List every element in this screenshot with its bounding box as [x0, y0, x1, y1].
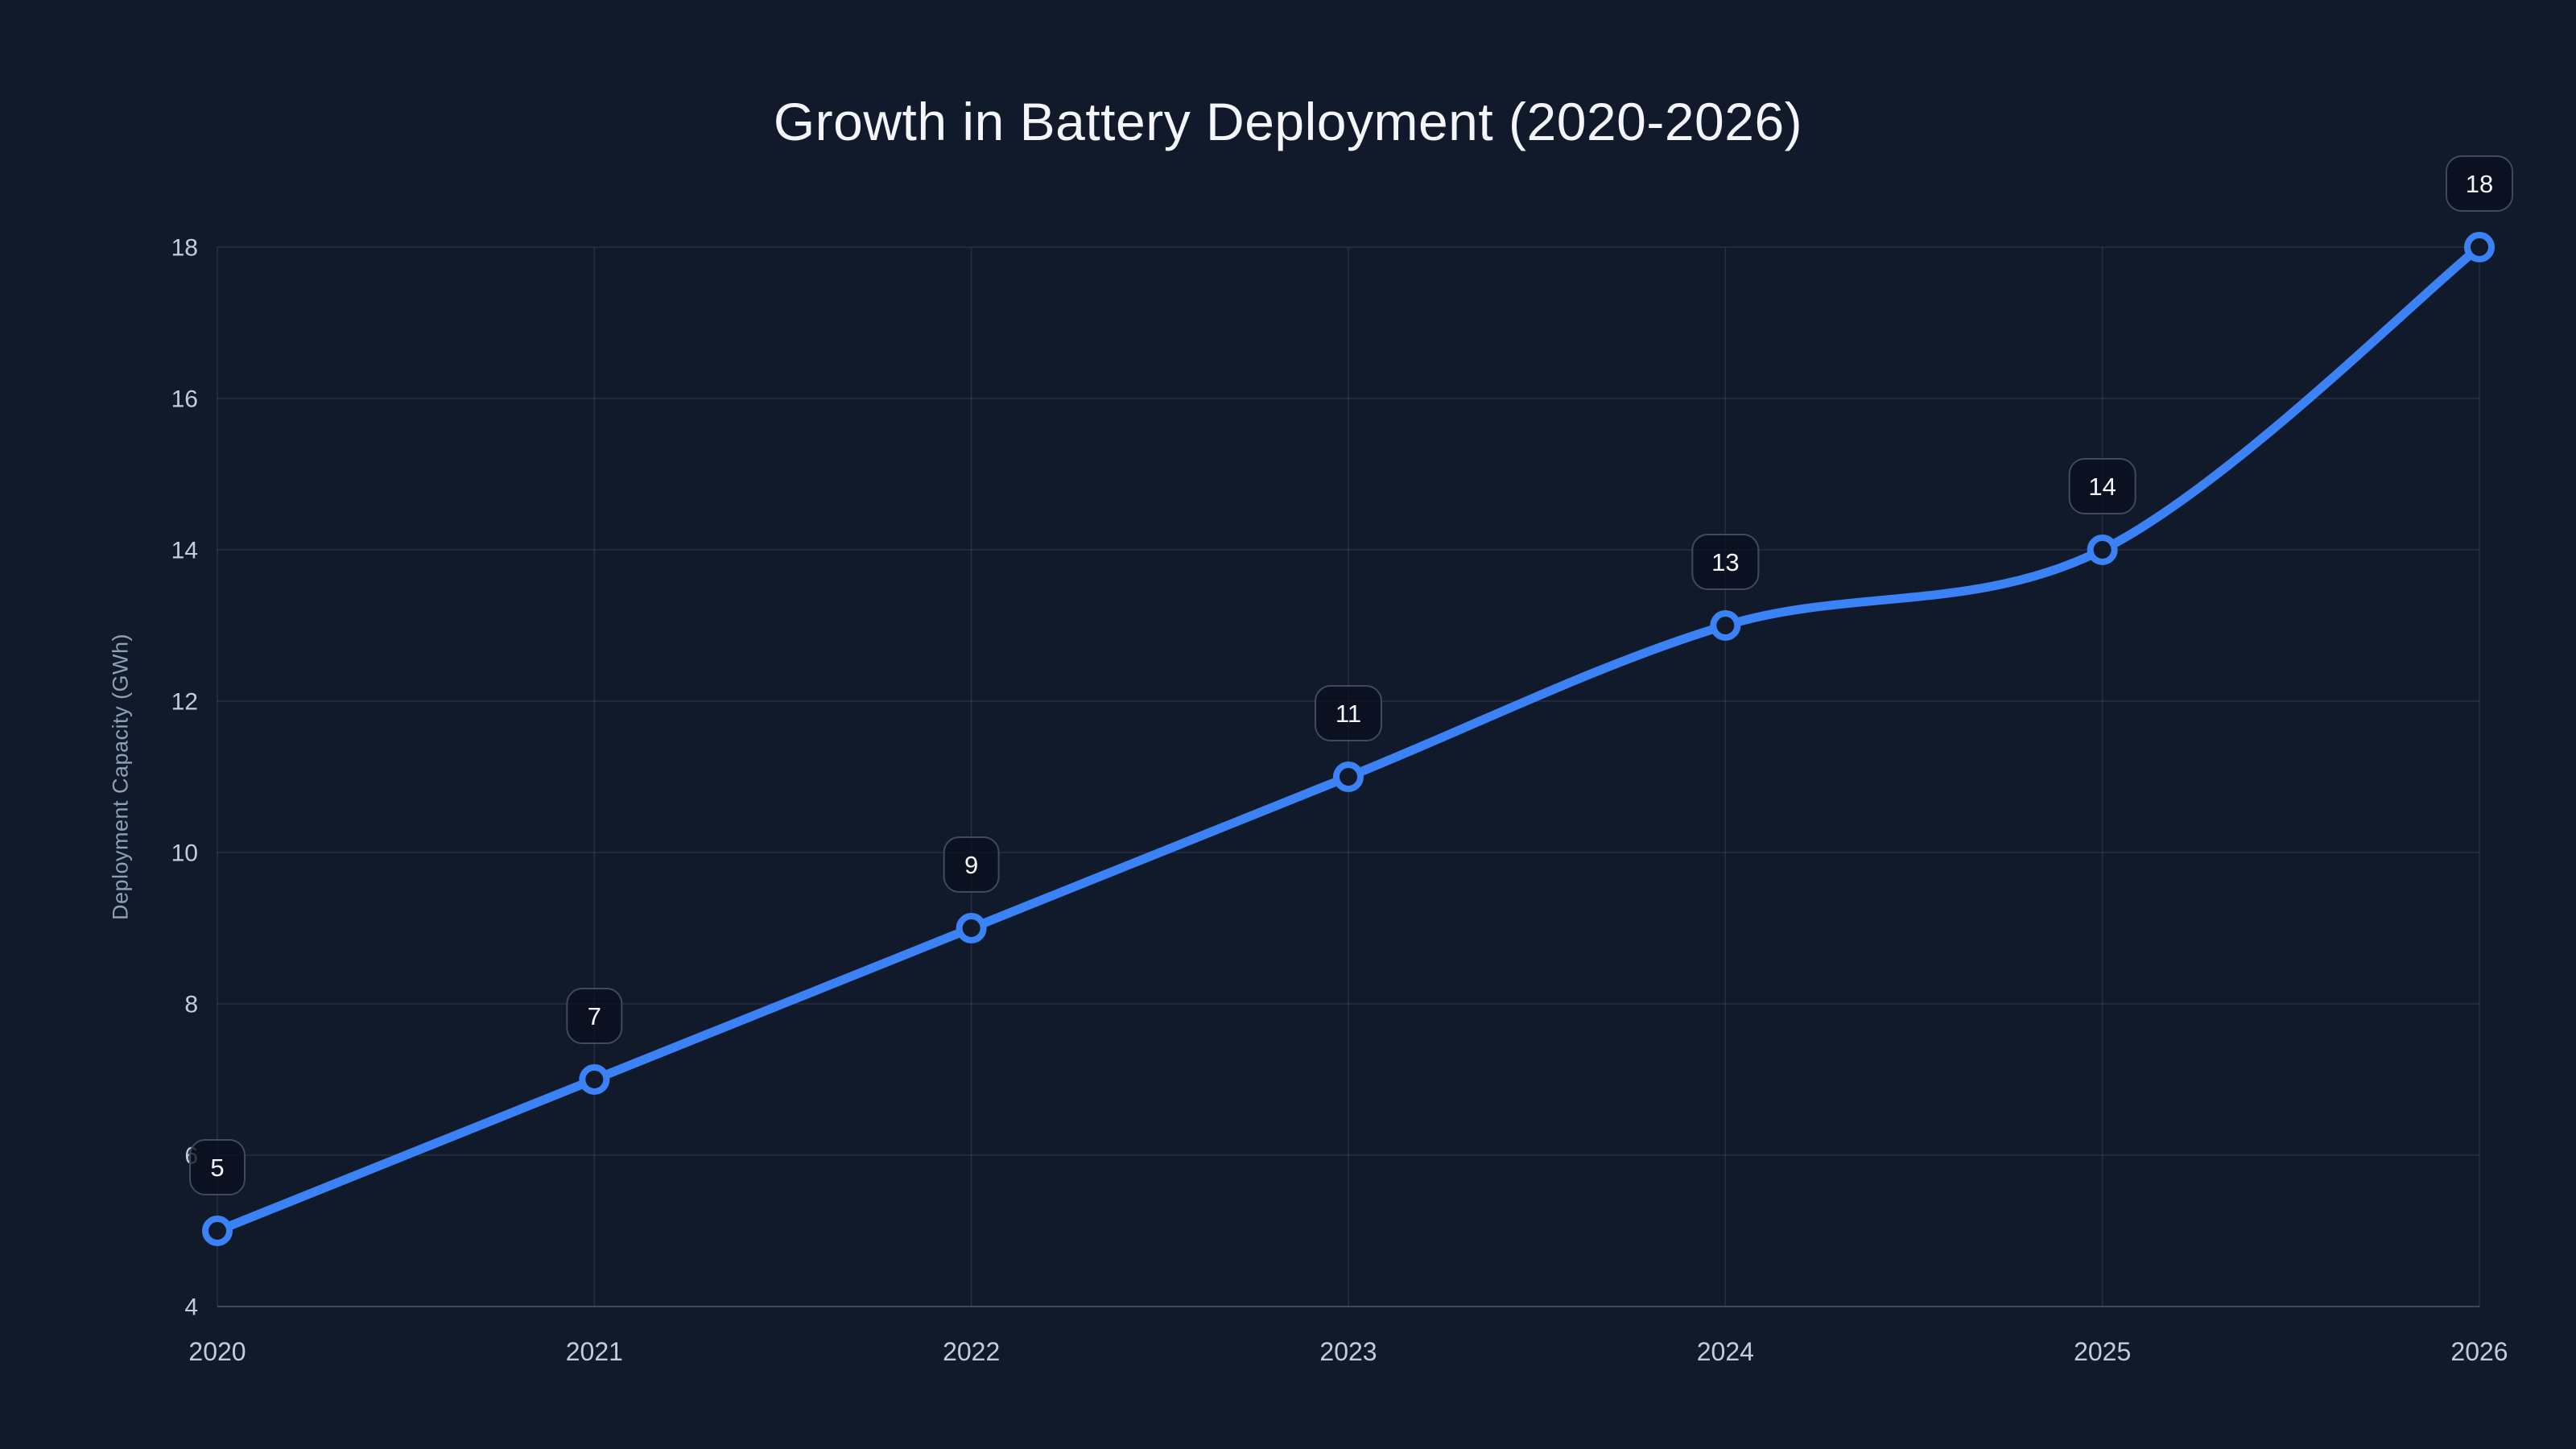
point-label-badge: [566, 988, 623, 1044]
chart-title: Growth in Battery Deployment (2020-2026): [773, 92, 1803, 151]
point-label-value: 7: [588, 1002, 601, 1030]
x-tick-label: 2020: [188, 1337, 246, 1366]
x-tick-label: 2025: [2074, 1337, 2131, 1366]
data-point-marker[interactable]: [2087, 535, 2118, 565]
y-tick-label: 12: [171, 689, 198, 716]
x-tick-label: 2023: [1319, 1337, 1377, 1366]
y-tick-label: 18: [171, 235, 198, 262]
point-label-value: 13: [1711, 548, 1739, 576]
x-tick-label: 2024: [1697, 1337, 1754, 1366]
point-label-badge: [943, 836, 1000, 893]
y-tick-label: 10: [171, 840, 198, 867]
point-label-value: 14: [2088, 473, 2116, 501]
point-label-value: 5: [210, 1154, 224, 1182]
point-label-badge: [1315, 685, 1382, 741]
point-label-value: 18: [2466, 170, 2493, 198]
data-point-marker[interactable]: [1710, 610, 1741, 641]
data-points: [202, 232, 2495, 1246]
point-label-badge: [2068, 458, 2136, 514]
point-label-badge: [189, 1139, 246, 1195]
point-label-value: 9: [964, 851, 978, 879]
axis-tick-labels: 4681012141618202020212022202320242025202…: [171, 235, 2508, 1367]
x-tick-label: 2026: [2450, 1337, 2508, 1366]
point-label-badges: 5 7 9 11 13 14 18: [189, 155, 2513, 1195]
data-point-marker[interactable]: [2464, 232, 2495, 262]
data-point-marker[interactable]: [1333, 762, 1364, 792]
y-tick-label: 16: [171, 386, 198, 413]
x-tick-label: 2021: [566, 1337, 623, 1366]
data-point-marker[interactable]: [956, 913, 987, 943]
data-point-marker[interactable]: [202, 1216, 233, 1246]
point-label-badge: [1691, 534, 1760, 590]
y-tick-label: 4: [184, 1294, 198, 1321]
point-label-value: 11: [1335, 700, 1361, 728]
data-point-marker[interactable]: [579, 1064, 610, 1095]
y-tick-label: 14: [171, 538, 198, 564]
point-label-badge: [2446, 155, 2513, 212]
y-tick-label: 8: [184, 992, 198, 1018]
x-tick-label: 2022: [943, 1337, 1000, 1366]
